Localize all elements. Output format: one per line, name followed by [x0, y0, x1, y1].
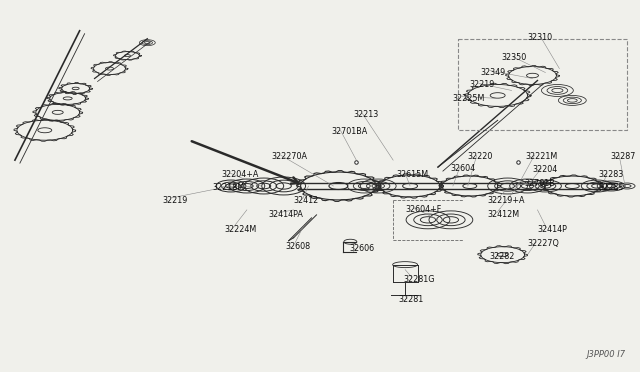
Text: 32283: 32283	[598, 170, 623, 179]
Text: 32213: 32213	[353, 110, 379, 119]
Text: 32701BA: 32701BA	[332, 127, 368, 136]
Text: 322270A: 322270A	[272, 152, 308, 161]
Text: 32221M: 32221M	[525, 152, 558, 161]
Text: 32283: 32283	[598, 183, 623, 192]
Text: 32604: 32604	[451, 164, 476, 173]
Text: 32218M: 32218M	[212, 183, 244, 192]
Text: 32219+A: 32219+A	[488, 196, 525, 205]
Text: 32310: 32310	[527, 33, 553, 42]
Text: 32204: 32204	[532, 165, 557, 174]
Text: 32604+F: 32604+F	[405, 205, 442, 214]
Text: 32219: 32219	[162, 196, 188, 205]
Text: 32204+A: 32204+A	[221, 170, 259, 179]
Text: 32349: 32349	[481, 68, 506, 77]
Text: 32606: 32606	[349, 244, 374, 253]
Text: 32414PA: 32414PA	[269, 210, 303, 219]
Text: 32615M: 32615M	[396, 170, 428, 179]
Text: 32281: 32281	[398, 295, 424, 305]
Text: 32225M: 32225M	[453, 94, 485, 103]
Text: 32219: 32219	[470, 80, 495, 90]
Text: 32287: 32287	[610, 152, 636, 161]
Text: 32227Q: 32227Q	[527, 239, 559, 248]
Text: J3PP00 I7: J3PP00 I7	[586, 350, 625, 359]
Text: 32282: 32282	[490, 252, 515, 261]
Text: 32350: 32350	[502, 52, 527, 62]
Text: 32224M: 32224M	[224, 225, 256, 234]
Text: 32414P: 32414P	[538, 225, 567, 234]
Text: 32701B: 32701B	[525, 179, 556, 188]
Text: 32412M: 32412M	[488, 210, 520, 219]
Text: 32412: 32412	[294, 196, 319, 205]
Text: 32220: 32220	[468, 152, 493, 161]
Text: 32608: 32608	[285, 242, 311, 251]
Text: 32281G: 32281G	[403, 275, 435, 283]
